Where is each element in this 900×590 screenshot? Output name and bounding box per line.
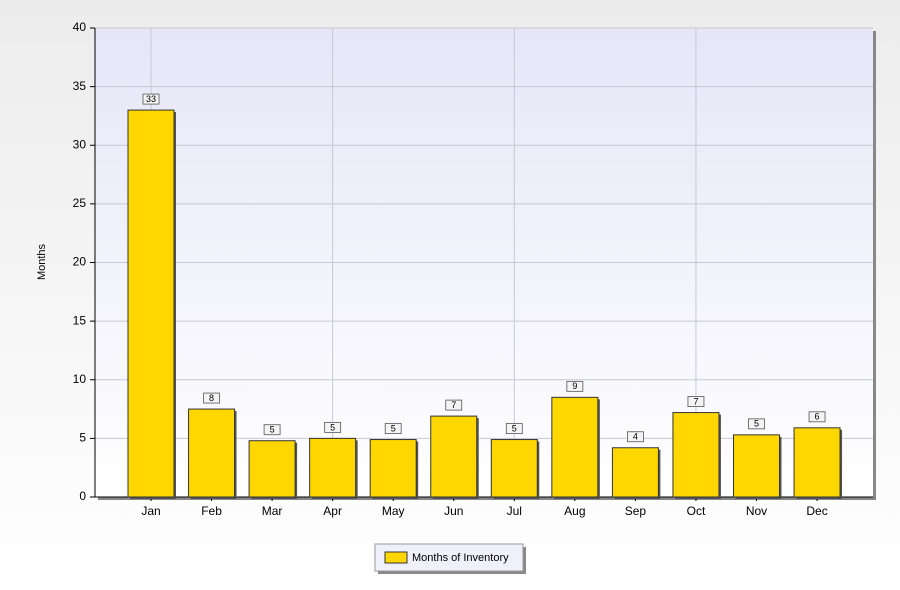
x-tick-label: Oct: [687, 504, 706, 518]
x-tick-label: Jul: [507, 504, 522, 518]
value-label: 4: [633, 432, 638, 442]
value-label-box: [566, 380, 584, 392]
value-label-box: [384, 423, 402, 434]
value-label-box: [505, 423, 523, 434]
y-tick-label: 35: [73, 79, 87, 93]
value-label-box: [687, 396, 705, 407]
bar: [188, 408, 236, 498]
value-label-box: [263, 424, 281, 436]
value-label: 5: [330, 422, 335, 432]
value-label: 5: [512, 423, 517, 433]
x-tick-label: May: [382, 504, 405, 518]
value-label-box: [324, 421, 342, 433]
bar: [672, 412, 720, 498]
value-label: 6: [815, 412, 820, 422]
x-tick-label: Mar: [262, 504, 283, 518]
legend-label: Months of Inventory: [412, 552, 509, 564]
y-tick-label: 30: [73, 137, 87, 151]
x-tick-label: Dec: [806, 504, 827, 518]
legend: Months of Inventory: [374, 543, 526, 574]
x-tick-label: Sep: [625, 504, 647, 518]
bar: [127, 109, 175, 498]
y-tick-label: 0: [79, 489, 86, 503]
value-label: 7: [451, 400, 456, 410]
bar: [248, 440, 296, 498]
bar: [369, 439, 417, 498]
bar: [733, 434, 780, 498]
bar: [551, 396, 599, 498]
value-label-box: [748, 418, 765, 430]
bar: [490, 439, 538, 498]
value-label: 9: [572, 381, 577, 391]
bar: [793, 427, 841, 498]
x-tick-label: Apr: [323, 504, 342, 518]
y-tick-label: 15: [73, 313, 87, 327]
x-tick-label: Jan: [141, 504, 160, 518]
x-tick-label: Nov: [746, 504, 767, 518]
value-label-box: [203, 392, 220, 404]
legend-swatch: [384, 551, 408, 564]
value-label: 5: [754, 419, 759, 429]
x-tick-label: Jun: [444, 504, 463, 518]
y-axis-title: Months: [36, 243, 48, 280]
value-label-box: [142, 93, 160, 105]
bar: [309, 437, 357, 498]
value-label-box: [808, 411, 826, 423]
x-tick-label: Feb: [201, 504, 222, 518]
bar: [430, 415, 478, 498]
value-label: 8: [209, 393, 214, 403]
y-tick-label: 40: [73, 20, 87, 34]
value-label-box: [445, 399, 463, 411]
value-label: 5: [391, 423, 396, 433]
bar: [611, 447, 659, 498]
y-tick-label: 10: [73, 372, 87, 386]
y-tick-label: 25: [73, 196, 87, 210]
y-tick-label: 5: [79, 431, 86, 445]
value-label: 33: [146, 94, 156, 104]
y-tick-label: 20: [73, 255, 87, 269]
value-label-box: [627, 431, 644, 443]
x-tick-label: Aug: [564, 504, 585, 518]
value-label: 5: [270, 425, 275, 435]
value-label: 7: [693, 396, 698, 406]
